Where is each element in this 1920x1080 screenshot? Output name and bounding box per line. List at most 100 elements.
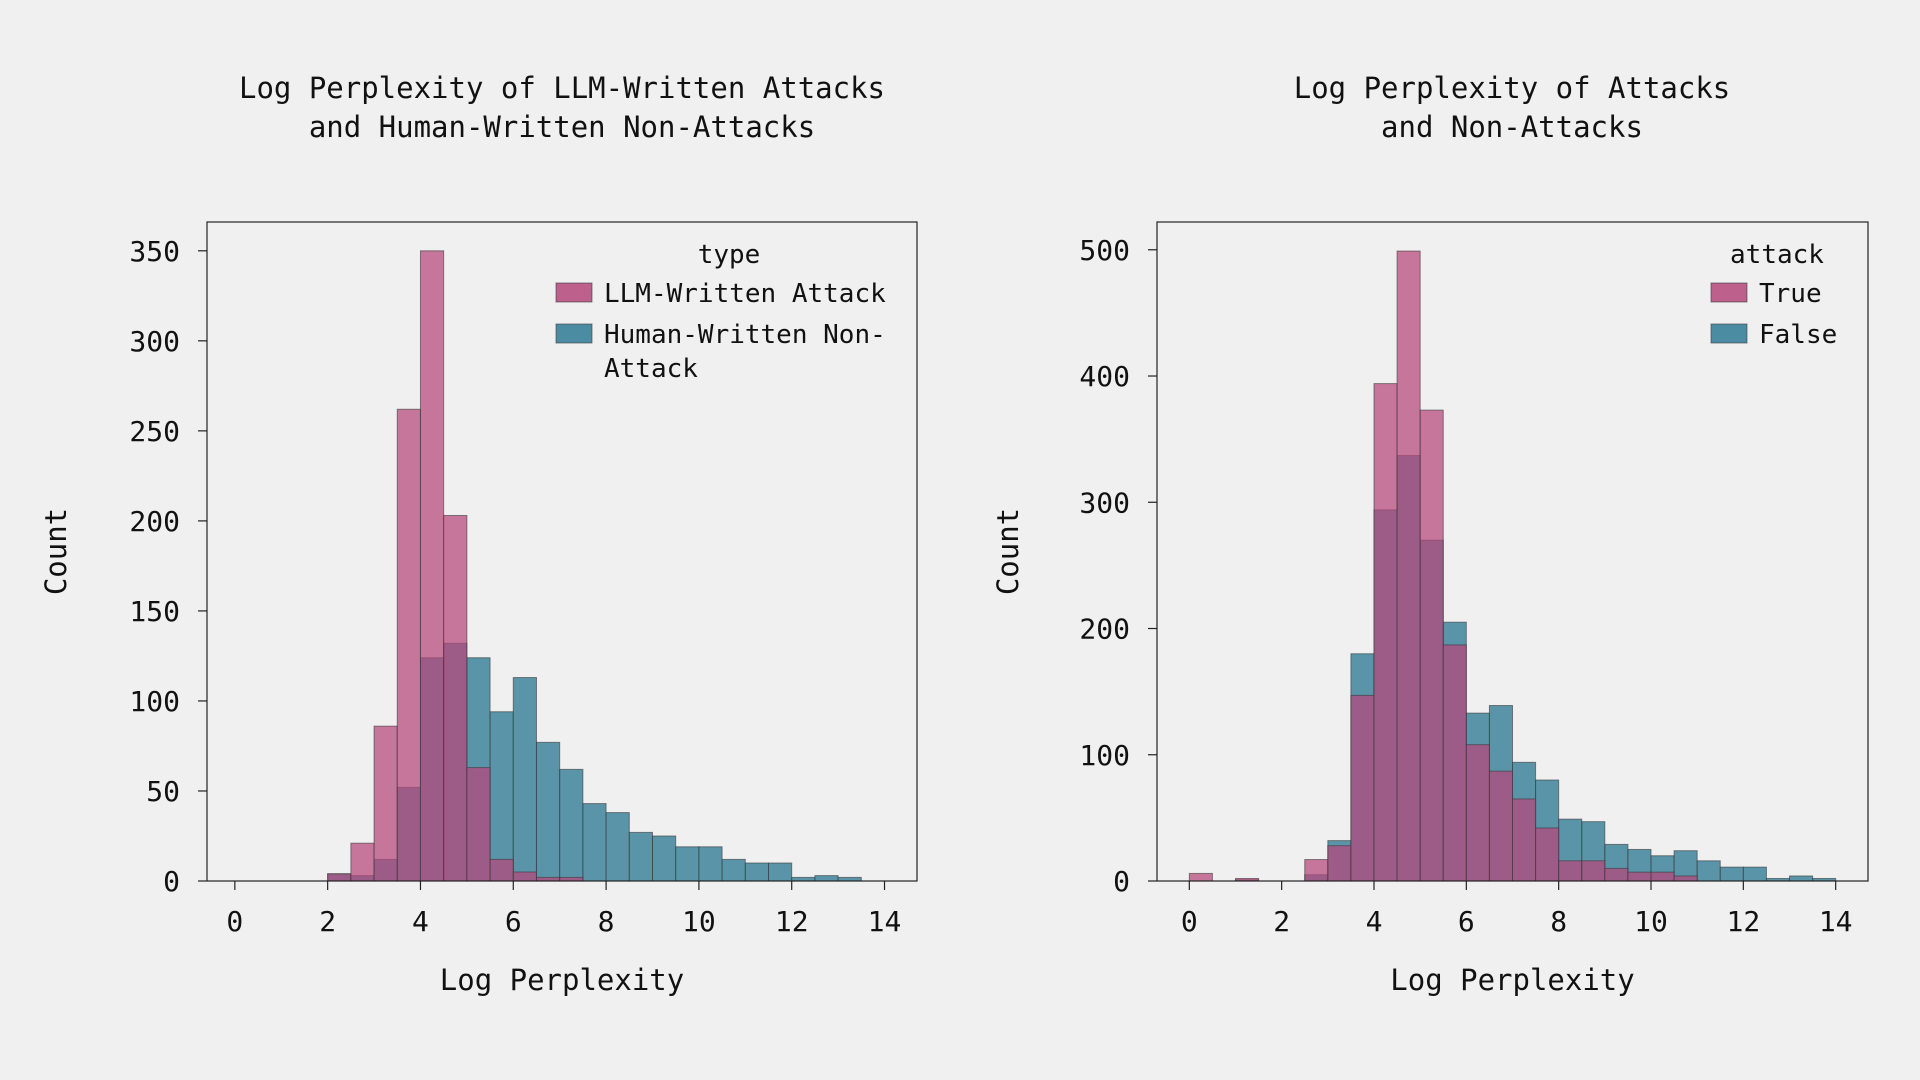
histogram-bar xyxy=(1558,860,1583,882)
x-tick-label: 0 xyxy=(1181,905,1198,938)
x-tick-label: 4 xyxy=(412,905,429,938)
histogram-bar xyxy=(559,768,584,882)
x-tick-label: 0 xyxy=(226,905,243,938)
histogram-bar xyxy=(1512,798,1537,882)
histogram-bar xyxy=(1442,644,1467,882)
legend-label: Attack xyxy=(604,354,698,384)
histogram-bar xyxy=(489,858,514,882)
histogram-bar xyxy=(1419,409,1444,882)
x-tick-label: 2 xyxy=(1273,905,1290,938)
histogram-bar xyxy=(628,831,653,882)
histogram-bar xyxy=(1742,866,1767,882)
x-tick-label: 14 xyxy=(868,905,902,938)
histogram-bar xyxy=(350,842,375,882)
x-tick-label: 2 xyxy=(319,905,336,938)
histogram-bar xyxy=(814,875,839,882)
histogram-bar xyxy=(1465,744,1490,882)
x-tick-label: 12 xyxy=(1726,905,1760,938)
x-axis-label: Log Perplexity xyxy=(440,963,684,997)
legend-label: True xyxy=(1759,279,1822,309)
legend-title: attack xyxy=(1730,240,1824,270)
histogram-bar xyxy=(582,803,607,882)
histogram-bar xyxy=(419,250,445,882)
y-tick-label: 300 xyxy=(129,325,180,358)
histogram-bar xyxy=(373,725,398,882)
histogram-bar xyxy=(1719,866,1744,882)
chart-panel-1: Log Perplexity of LLM-Written Attacks and… xyxy=(39,71,918,997)
histogram-bar xyxy=(489,711,514,882)
histogram-bar xyxy=(1488,770,1513,882)
y-tick-label: 350 xyxy=(129,235,180,268)
legend-label: False xyxy=(1759,320,1837,350)
histogram-bar xyxy=(744,862,770,882)
y-tick-label: 150 xyxy=(129,595,180,628)
histogram-bar xyxy=(605,812,630,882)
plot-frame xyxy=(206,221,918,882)
legend-label: Human-Written Non- xyxy=(604,320,886,350)
histogram-bar xyxy=(698,846,723,882)
y-tick-label: 300 xyxy=(1079,486,1130,519)
histogram-bar xyxy=(768,862,793,882)
histogram-bar xyxy=(1327,845,1352,882)
chart-title-line-2: and Human-Written Non-Attacks xyxy=(309,110,815,144)
x-tick-label: 14 xyxy=(1819,905,1853,938)
histogram-bar xyxy=(1604,867,1629,882)
histogram-bar xyxy=(1373,383,1398,882)
x-tick-label: 6 xyxy=(505,905,522,938)
x-tick-label: 8 xyxy=(598,905,615,938)
histogram-bar xyxy=(721,858,746,882)
histogram-bar xyxy=(675,846,700,882)
histogram-bar xyxy=(512,677,537,882)
y-tick-label: 500 xyxy=(1079,234,1130,267)
histogram-bar xyxy=(396,408,421,882)
histogram-bar xyxy=(1535,827,1560,882)
histogram-bar xyxy=(1396,250,1421,882)
x-tick-label: 6 xyxy=(1458,905,1475,938)
y-tick-label: 400 xyxy=(1079,360,1130,393)
histogram-bar xyxy=(327,873,352,882)
histogram-bar xyxy=(443,514,468,882)
histogram-bar xyxy=(651,835,677,882)
x-tick-label: 12 xyxy=(775,905,809,938)
x-tick-label: 10 xyxy=(1634,905,1668,938)
x-tick-label: 10 xyxy=(682,905,716,938)
y-tick-label: 0 xyxy=(1113,865,1130,898)
y-tick-label: 100 xyxy=(1079,739,1130,772)
legend: attack True False xyxy=(1710,240,1837,350)
histogram-bar xyxy=(1581,860,1606,882)
histogram-bar xyxy=(1627,871,1652,882)
histogram-bar xyxy=(1350,694,1375,882)
legend: type LLM-Written Attack Human-Written Non-… xyxy=(555,240,886,384)
histogram-bar xyxy=(512,871,537,882)
histogram-bar xyxy=(1650,871,1675,882)
histogram-bar xyxy=(1188,872,1213,882)
chart-panel-2: Log Perplexity of Attacks and Non-Attacks… xyxy=(991,71,1869,997)
series-attack xyxy=(1188,250,1698,882)
x-tick-label: 8 xyxy=(1550,905,1567,938)
histogram-bar xyxy=(1673,875,1698,882)
histogram-bar xyxy=(1304,859,1329,882)
legend-label: LLM-Written Attack xyxy=(604,279,886,309)
histogram-bar xyxy=(1789,875,1814,882)
legend-swatch xyxy=(555,282,593,303)
legend-swatch xyxy=(1710,323,1748,344)
x-tick-label: 4 xyxy=(1366,905,1383,938)
legend-title: type xyxy=(698,240,761,270)
y-axis-label: Count xyxy=(39,508,73,595)
plot-frame xyxy=(1156,221,1869,882)
y-tick-label: 100 xyxy=(129,685,180,718)
histogram-bar xyxy=(466,767,491,882)
y-tick-label: 250 xyxy=(129,415,180,448)
y-tick-label: 0 xyxy=(163,865,180,898)
y-tick-label: 200 xyxy=(1079,613,1130,646)
series-attack xyxy=(327,250,584,882)
histogram-bar xyxy=(535,741,561,882)
chart-title-line-2: and Non-Attacks xyxy=(1381,110,1643,144)
histogram-bar xyxy=(1696,860,1721,882)
x-axis-label: Log Perplexity xyxy=(1390,963,1634,997)
legend-swatch xyxy=(555,323,593,344)
chart-title-line-1: Log Perplexity of LLM-Written Attacks xyxy=(239,71,885,105)
y-axis-label: Count xyxy=(991,508,1025,595)
chart-title-line-1: Log Perplexity of Attacks xyxy=(1294,71,1731,105)
